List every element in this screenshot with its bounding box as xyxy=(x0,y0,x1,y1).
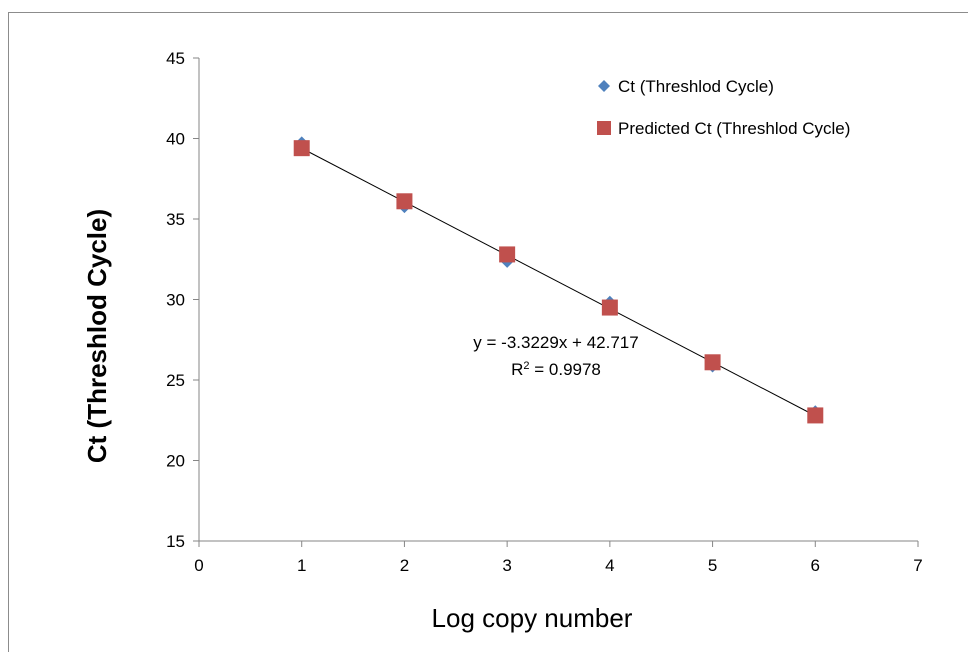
linear-trendline xyxy=(301,147,816,417)
x-tick-label: 4 xyxy=(605,556,614,575)
trendline-group xyxy=(301,147,816,417)
predicted-ct-data-point xyxy=(601,299,618,316)
predicted-ct-data-point xyxy=(396,193,413,210)
y-tick-label: 40 xyxy=(166,130,185,149)
predicted-ct-data-point xyxy=(293,140,310,157)
r-squared-superscript: 2 xyxy=(523,360,529,372)
x-tick-label: 2 xyxy=(400,556,409,575)
y-tick-label: 30 xyxy=(166,291,185,310)
x-tick-label: 3 xyxy=(502,556,511,575)
predicted-ct-data-point xyxy=(704,354,721,371)
y-tick-label: 45 xyxy=(166,49,185,68)
x-tick-label: 1 xyxy=(297,556,306,575)
predicted-ct-data-point xyxy=(499,246,516,263)
legend-label-ct: Ct (Threshlod Cycle) xyxy=(618,77,774,96)
y-tick-label: 35 xyxy=(166,210,185,229)
r-squared-prefix: R xyxy=(511,360,523,379)
y-tick-label: 25 xyxy=(166,371,185,390)
x-axis-title: Log copy number xyxy=(432,603,633,633)
y-tick-label: 20 xyxy=(166,452,185,471)
x-tick-label: 0 xyxy=(194,556,203,575)
legend-diamond-marker xyxy=(598,80,610,92)
y-axis-title: Ct (Threshlod Cycle) xyxy=(82,209,112,463)
x-tick-label: 6 xyxy=(811,556,820,575)
legend: Ct (Threshlod Cycle) Predicted Ct (Thres… xyxy=(597,77,850,138)
r-squared-value: = 0.9978 xyxy=(530,360,601,379)
chart-frame xyxy=(8,12,968,652)
legend-label-predicted-ct: Predicted Ct (Threshlod Cycle) xyxy=(618,119,850,138)
x-tick-label: 7 xyxy=(913,556,922,575)
predicted-ct-data-point xyxy=(807,407,824,424)
r-squared-label: R2 = 0.9978 xyxy=(511,360,601,379)
axes xyxy=(193,57,919,547)
trendline-annotation: y = -3.3229x + 42.717 R2 = 0.9978 xyxy=(473,333,638,379)
legend-square-marker xyxy=(597,121,611,135)
y-tick-label: 15 xyxy=(166,532,185,551)
x-tick-label: 5 xyxy=(708,556,717,575)
data-points xyxy=(293,136,824,424)
trendline-equation: y = -3.3229x + 42.717 xyxy=(473,333,638,352)
